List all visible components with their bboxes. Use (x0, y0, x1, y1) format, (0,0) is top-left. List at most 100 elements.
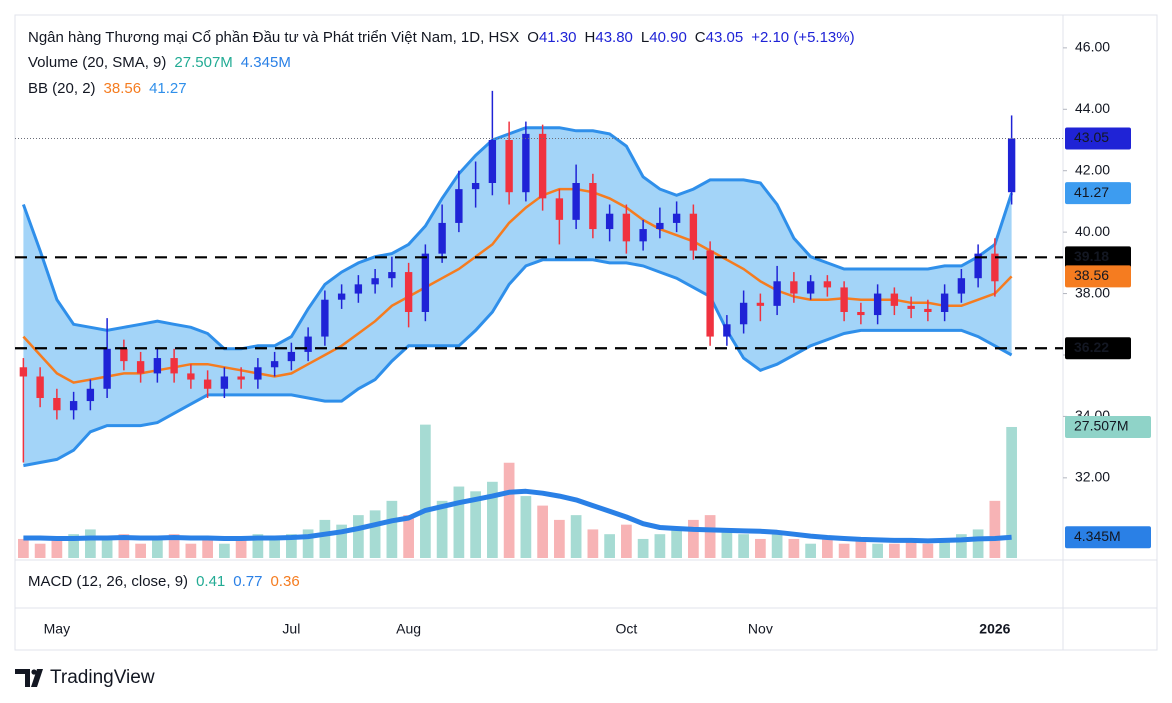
candle-body (321, 299, 329, 337)
x-tick-label: Oct (615, 621, 637, 637)
volume-bar (487, 481, 498, 558)
volume-bar (269, 538, 280, 558)
candle-body (153, 358, 162, 374)
candle-body (555, 198, 564, 220)
volume-bar (654, 534, 666, 558)
level-label: 36.22 (1074, 339, 1109, 355)
volume-bar (972, 529, 984, 558)
volume-bar (235, 538, 247, 558)
volume-bar (369, 510, 381, 558)
macd-value: 0.41 (196, 573, 225, 590)
candle-body (706, 250, 714, 337)
candle-body (505, 140, 513, 193)
bb-title: BB (20, 2) (28, 80, 96, 97)
y-tick-label: 46.00 (1075, 39, 1110, 55)
candle-body (572, 182, 580, 220)
volume-bar (68, 534, 79, 558)
volume-bar (587, 529, 599, 558)
price-label-bg (1065, 415, 1151, 438)
candle-body (69, 401, 78, 411)
ohlc-key: O (527, 29, 539, 46)
candle-body (287, 351, 296, 362)
candle-body (790, 281, 798, 294)
bb-upper (21, 126, 1014, 351)
bb-middle-value: 38.56 (104, 80, 142, 97)
candle-body (103, 348, 111, 389)
legend-title: Ngân hàng Thương mại Cổ phần Đầu tư và P… (28, 29, 855, 46)
price-label-bg (1065, 127, 1131, 150)
candle-body (120, 348, 128, 362)
volume-bar (956, 534, 967, 558)
price-label: 4.345M (1074, 528, 1121, 544)
price-label: 41.27 (1074, 184, 1109, 200)
histogram-value: 0.36 (270, 573, 299, 590)
y-tick-label: 32.00 (1075, 469, 1110, 485)
volume-bar (872, 543, 883, 558)
y-tick-label: 44.00 (1075, 100, 1110, 116)
volume-bar (436, 500, 448, 558)
x-tick-label: Jul (282, 621, 300, 637)
candle-body (19, 367, 28, 377)
volume-bar (637, 538, 649, 558)
candle-body (354, 284, 363, 294)
candle-body (371, 278, 379, 285)
price-label-bg (1065, 265, 1131, 288)
candle-body (723, 324, 731, 337)
volume-bar (688, 519, 699, 558)
volume-bar (353, 515, 364, 558)
price-label-bg (1065, 526, 1151, 549)
candle-body (187, 373, 195, 380)
candle-body (36, 376, 44, 398)
volume-bar (286, 534, 297, 558)
volume-bar (168, 534, 180, 558)
bb-upper-value: 41.27 (149, 80, 187, 97)
volume-bar (704, 515, 716, 558)
candle-body (1007, 138, 1016, 193)
candle-body (304, 336, 312, 352)
volume-bar (85, 529, 96, 558)
volume-bar (805, 543, 816, 558)
volume-bar (34, 543, 46, 558)
volume-bar (420, 424, 431, 558)
candle-body (957, 278, 966, 294)
candle-body (203, 379, 212, 389)
candle-body (86, 388, 95, 402)
candle-body (656, 222, 664, 230)
volume-bar (118, 534, 130, 558)
volume-bar (554, 519, 565, 558)
volume-bar (302, 529, 314, 558)
candle-body (589, 182, 597, 230)
candle-body (388, 272, 396, 279)
level-label: 39.18 (1074, 248, 1109, 264)
volume-legend: Volume (20, SMA, 9) 27.507M 4.345M (28, 54, 291, 71)
volume-bar (570, 515, 582, 558)
ohlc-key: L (641, 29, 649, 46)
volume-bar (152, 538, 163, 558)
candle-body (622, 213, 631, 242)
volume-bar (922, 543, 934, 558)
x-tick-label: 2026 (979, 621, 1010, 637)
macd-legend: MACD (12, 26, close, 9) 0.41 0.77 0.36 (28, 573, 300, 590)
candle-body (756, 302, 765, 306)
candle-body (739, 302, 748, 325)
volume-bar (403, 515, 414, 558)
volume-bar (604, 534, 615, 558)
candle-body (940, 293, 949, 312)
ohlc-value: 43.80 (595, 29, 633, 46)
candle-body (806, 281, 815, 294)
volume-bar (771, 534, 783, 558)
ohlc-key: C (695, 29, 706, 46)
x-tick-label: Nov (748, 621, 773, 637)
candle-body (857, 311, 865, 316)
candle-body (455, 189, 463, 223)
volume-bar (336, 524, 347, 558)
y-tick-label: 42.00 (1075, 161, 1110, 177)
candle-body (538, 133, 547, 199)
change: +2.10 (+5.13%) (751, 29, 854, 46)
candle-body (237, 376, 245, 380)
volume-sma-value: 4.345M (241, 54, 291, 71)
volume-bar (838, 543, 850, 558)
volume-bar (788, 538, 800, 558)
volume-bar (889, 543, 900, 558)
